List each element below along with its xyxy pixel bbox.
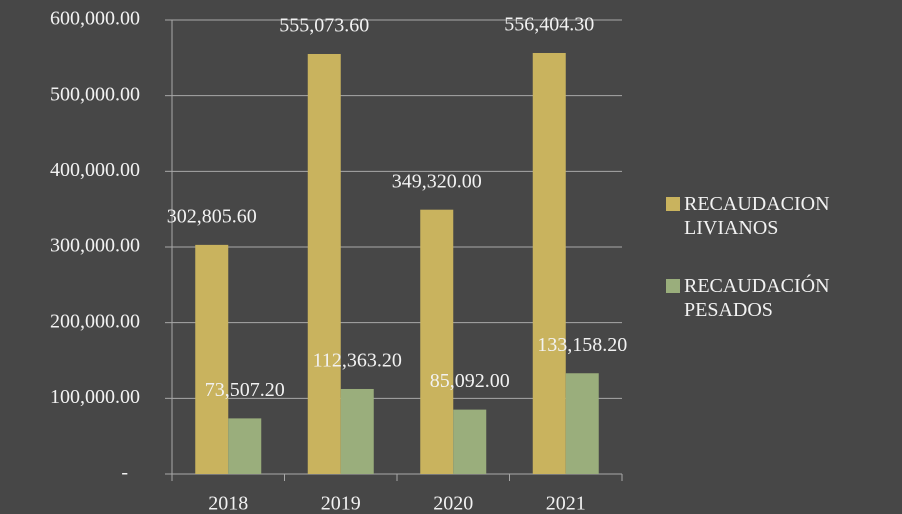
y-tick-label: 400,000.00 — [50, 159, 140, 181]
legend-swatch — [666, 279, 680, 293]
value-label: 73,507.20 — [205, 379, 285, 401]
value-label: 556,404.30 — [504, 14, 594, 36]
value-label: 349,320.00 — [392, 170, 482, 192]
legend-item: RECAUDACION LIVIANOS — [666, 192, 902, 240]
value-label: 85,092.00 — [430, 370, 510, 392]
bar — [453, 409, 487, 474]
legend-swatch — [666, 197, 680, 211]
x-tick-label: 2018 — [208, 493, 248, 514]
y-tick-label: - — [121, 462, 128, 484]
legend-label: RECAUDACIÓN PESADOS — [684, 275, 830, 321]
value-label: 555,073.60 — [279, 15, 369, 37]
bar — [532, 52, 566, 474]
bar — [420, 209, 454, 474]
y-tick-label: 500,000.00 — [50, 83, 140, 105]
bar — [307, 53, 341, 474]
y-tick-label: 200,000.00 — [50, 310, 140, 332]
bar — [195, 244, 229, 474]
legend-label: RECAUDACION LIVIANOS — [684, 193, 830, 239]
value-label: 133,158.20 — [537, 334, 627, 356]
value-label: 302,805.60 — [167, 205, 257, 227]
legend-item: RECAUDACIÓN PESADOS — [666, 274, 902, 322]
value-label: 112,363.20 — [313, 350, 402, 372]
y-tick-label: 100,000.00 — [50, 386, 140, 408]
y-tick-label: 300,000.00 — [50, 235, 140, 257]
y-tick-label: 600,000.00 — [50, 8, 140, 30]
x-tick-label: 2019 — [321, 493, 361, 514]
x-tick-label: 2021 — [546, 493, 586, 514]
bar — [340, 388, 374, 474]
x-tick-label: 2020 — [433, 493, 473, 514]
bar — [228, 418, 262, 474]
bar — [565, 373, 599, 474]
